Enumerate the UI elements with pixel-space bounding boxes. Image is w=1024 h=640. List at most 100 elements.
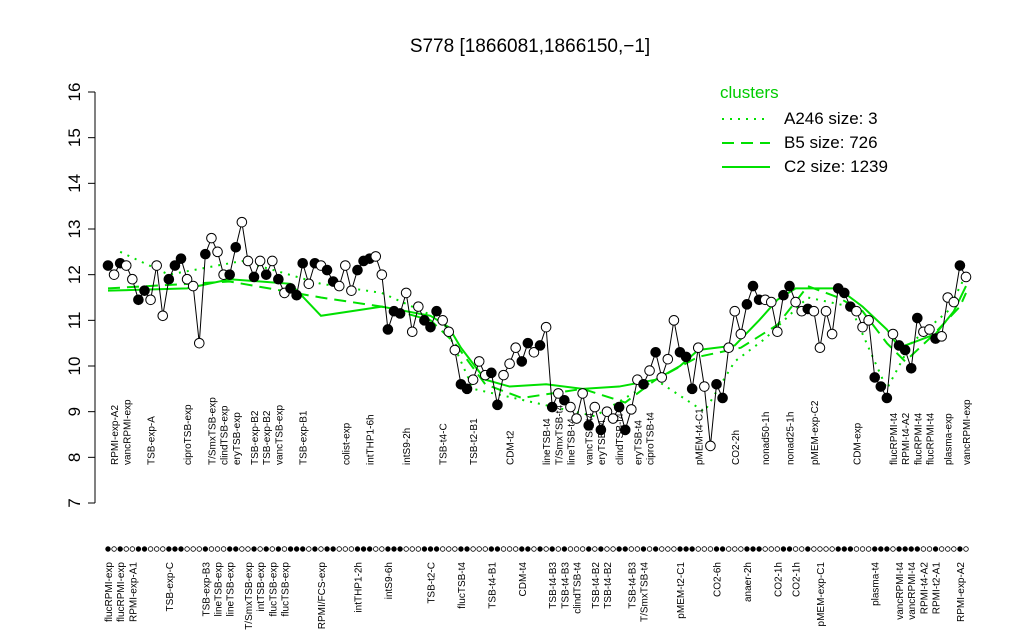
x-tick-label: eryTSB-exp — [232, 412, 243, 465]
rug-dot — [786, 546, 793, 552]
rug-dot — [780, 546, 787, 552]
x-tick-label: anaer-2h — [743, 562, 754, 602]
x-tick-label: intTHP1-2h — [353, 562, 364, 613]
rug-dot — [914, 546, 921, 552]
data-point — [814, 342, 826, 354]
rug-dot — [725, 546, 732, 552]
data-point — [723, 342, 734, 354]
x-tick-label: CO2-1h — [773, 562, 784, 597]
data-point — [559, 394, 570, 406]
rug-dot — [500, 546, 507, 552]
rug-dot — [421, 546, 428, 552]
rug-dot — [695, 546, 701, 552]
x-tick-label: lineTSB-exp — [226, 562, 237, 617]
x-tick-label: CDM-t4 — [518, 562, 529, 597]
data-point — [595, 424, 607, 436]
x-tick-label: RPMI-t4-A2 — [919, 562, 930, 615]
data-point — [626, 404, 637, 415]
data-point — [747, 280, 759, 292]
data-point — [638, 378, 649, 390]
rug-dot — [616, 546, 622, 552]
rug-dot — [391, 546, 397, 552]
data-point — [504, 358, 515, 370]
x-tick-label: T/SmxTSB-t4 — [639, 562, 650, 622]
x-tick-label: lineTSB-t4 — [566, 418, 577, 465]
rug-dot — [293, 546, 300, 552]
rug-dot — [640, 546, 647, 552]
rug-dot — [147, 546, 154, 552]
data-point — [692, 342, 704, 354]
data-point — [571, 413, 582, 424]
rug-dot — [525, 546, 531, 552]
data-point — [729, 305, 741, 317]
x-tick-label: vancTSB-t4 — [585, 412, 596, 465]
x-tick-label: TSB-t4-B3 — [627, 562, 638, 609]
data-point — [437, 315, 448, 326]
rug-dot — [744, 546, 750, 552]
data-point — [333, 280, 345, 292]
rug-dot — [805, 546, 811, 552]
data-point — [431, 305, 442, 317]
data-point — [540, 321, 552, 333]
rug-dot — [324, 546, 330, 552]
data-point — [851, 305, 862, 317]
x-tick-label: clindTSB-t4 — [573, 562, 584, 614]
rug-dot — [257, 546, 263, 552]
data-point — [607, 413, 619, 424]
rug-dot — [184, 546, 190, 552]
data-point — [443, 326, 455, 338]
rug-dot — [519, 546, 525, 552]
y-tick-label: 14 — [65, 174, 84, 193]
data-point — [498, 369, 509, 381]
rug-dot — [677, 546, 683, 552]
x-tick-label: pMEM-exp-C2 — [810, 400, 821, 465]
data-point — [413, 301, 424, 312]
data-point — [772, 326, 783, 338]
rug-dot — [762, 546, 768, 552]
data-point — [340, 260, 351, 271]
x-tick-label: flucTSB-t4 — [457, 562, 468, 609]
rug-dot — [957, 546, 963, 552]
data-point — [163, 273, 175, 285]
rug-dot — [878, 546, 884, 552]
data-point — [565, 401, 576, 413]
rug-dot — [823, 546, 829, 552]
x-tick-label: plasma-exp — [944, 413, 955, 465]
data-point — [808, 305, 820, 317]
x-tick-label: flucRPMI-t4 — [889, 412, 900, 465]
x-tick-label: eryTSB-t4 — [597, 420, 608, 465]
data-point — [717, 392, 728, 404]
rug-dot — [153, 546, 160, 552]
data-point — [236, 216, 248, 228]
rug-dot — [847, 546, 854, 552]
y-tick-label: 13 — [65, 220, 84, 239]
rug-dot — [342, 546, 349, 552]
rug-dot — [330, 546, 336, 552]
rug-dot — [379, 546, 385, 552]
rug-dot — [963, 546, 969, 552]
data-point — [108, 269, 120, 280]
x-tick-label: pMEM-exp-C1 — [816, 562, 827, 627]
rug-dot — [567, 546, 574, 552]
data-point — [948, 296, 960, 308]
x-tick-label: colist-exp — [341, 422, 352, 465]
x-tick-label: vancTSB-exp — [274, 405, 285, 465]
x-tick-label: TSB-exp-B3 — [201, 562, 212, 617]
data-point — [881, 392, 893, 404]
data-point — [175, 253, 187, 264]
cluster-line — [119, 250, 967, 418]
x-tick-label: CDM-t2 — [506, 430, 517, 465]
rug-dot — [385, 546, 391, 552]
x-tick-label: lineTSB-exp — [214, 562, 225, 617]
data-point — [419, 315, 430, 326]
rug-dot — [683, 546, 689, 552]
data-point — [820, 305, 832, 317]
rug-dot — [811, 546, 817, 552]
x-tick-label: T/SmxTSB-exp — [244, 562, 255, 630]
data-point — [905, 362, 917, 374]
data-point — [187, 280, 199, 292]
data-point — [461, 383, 473, 395]
rug-dot — [604, 546, 610, 552]
data-point — [552, 388, 564, 399]
